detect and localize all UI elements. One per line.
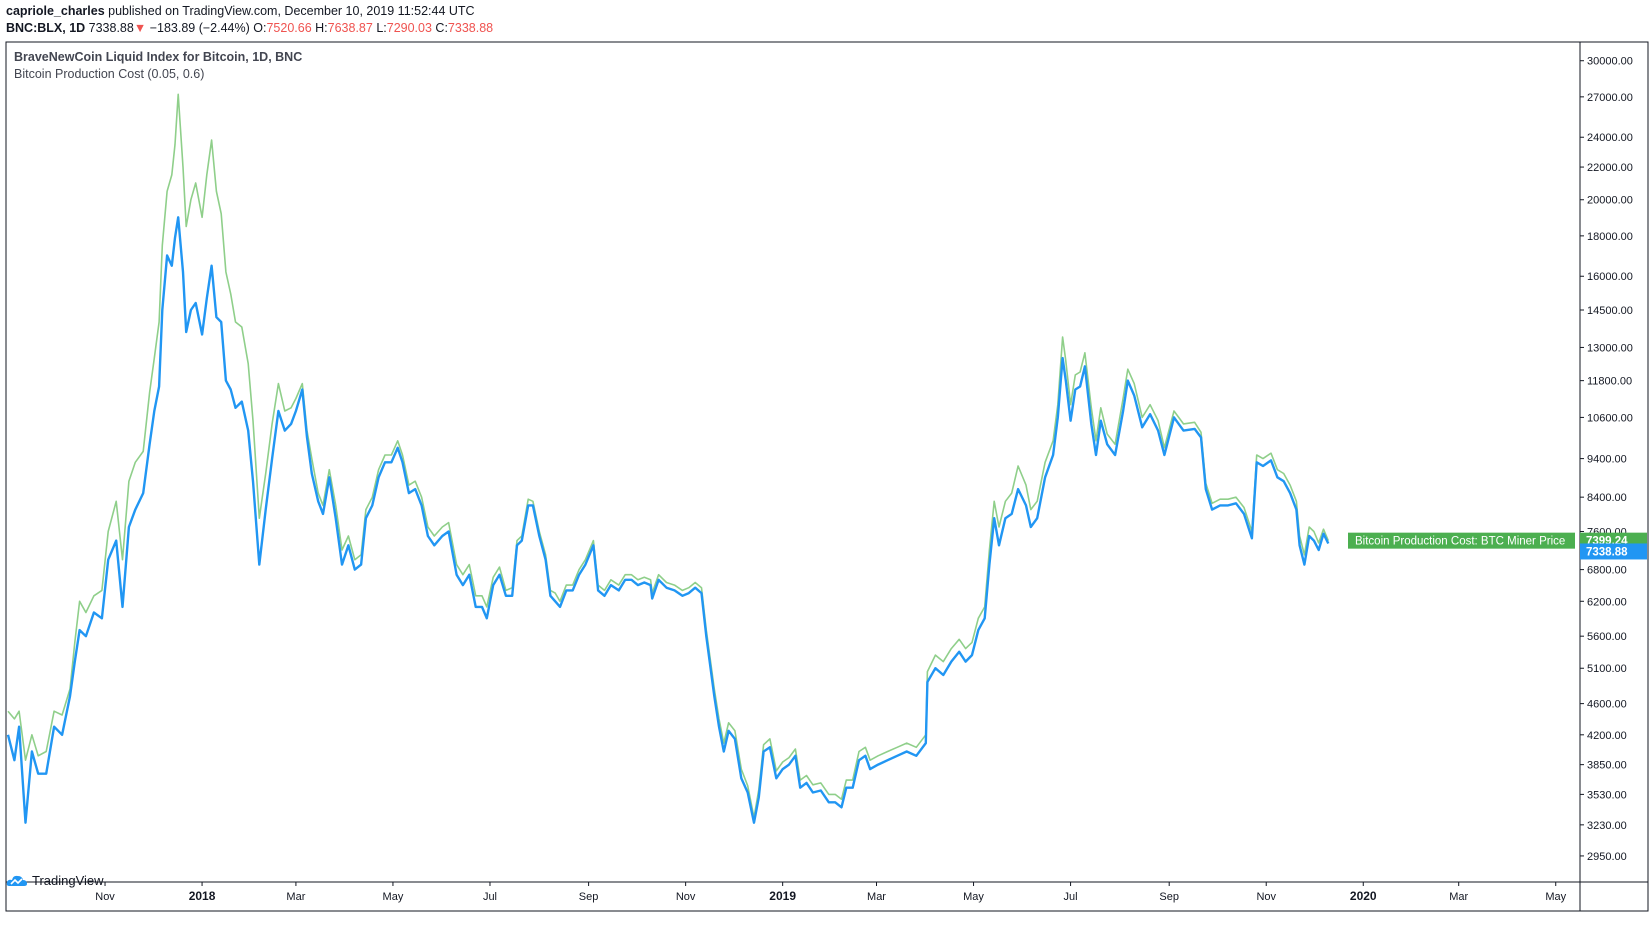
y-tick-label: 9400.00 xyxy=(1587,454,1627,466)
open-value: 7520.66 xyxy=(266,21,312,35)
x-tick-label: May xyxy=(1545,891,1566,903)
last-value-labels: Bitcoin Production Cost: BTC Miner Price… xyxy=(1348,532,1647,560)
high-label: H: xyxy=(315,21,328,35)
symbol-label: BNC:BLX, 1D xyxy=(6,21,86,35)
plot-area xyxy=(6,93,1330,824)
x-tick-label: Mar xyxy=(1449,891,1468,903)
y-tick-label: 6800.00 xyxy=(1587,565,1627,577)
x-tick-label: Nov xyxy=(676,891,696,903)
x-tick-label: Nov xyxy=(1256,891,1276,903)
tradingview-logo[interactable]: TradingView xyxy=(6,873,104,888)
y-tick-label: 3230.00 xyxy=(1587,820,1627,832)
y-tick-label: 30000.00 xyxy=(1587,56,1633,68)
y-tick-label: 27000.00 xyxy=(1587,92,1633,104)
open-label: O: xyxy=(253,21,267,35)
y-tick-label: 16000.00 xyxy=(1587,271,1633,283)
low-value: 7290.03 xyxy=(386,21,432,35)
production-cost-line xyxy=(7,93,1330,819)
y-tick-label: 3850.00 xyxy=(1587,760,1627,772)
close-label: C: xyxy=(435,21,448,35)
y-tick-label: 3530.00 xyxy=(1587,789,1627,801)
x-tick-label: Sep xyxy=(579,891,599,903)
ohlc-line: BNC:BLX, 1D 7338.88▼ −183.89 (−2.44%) O:… xyxy=(6,21,493,35)
x-tick-label: Jul xyxy=(1064,891,1078,903)
indicator-name-label: Bitcoin Production Cost: BTC Miner Price xyxy=(1355,536,1565,548)
y-tick-label: 2950.00 xyxy=(1587,851,1627,863)
y-tick-label: 20000.00 xyxy=(1587,195,1633,207)
y-tick-label: 13000.00 xyxy=(1587,342,1633,354)
cloud-icon xyxy=(6,875,27,886)
time-axis: Nov 2018 Mar May Jul Sep Nov 2019 Mar May Jul Sep No… xyxy=(95,882,1567,903)
down-arrow-icon: ▼ xyxy=(133,21,147,35)
x-tick-label: May xyxy=(963,891,984,903)
y-tick-label: 5600.00 xyxy=(1587,631,1627,643)
y-tick-label: 14500.00 xyxy=(1587,305,1633,317)
x-tick-label: 2020 xyxy=(1350,889,1377,903)
close-value: 7338.88 xyxy=(447,21,494,35)
x-tick-label: 2018 xyxy=(189,889,216,903)
y-tick-label: 4200.00 xyxy=(1587,730,1627,742)
high-value: 7638.87 xyxy=(327,21,373,35)
price-change: −183.89 (−2.44%) xyxy=(149,21,250,35)
price-axis: 30000.00 27000.00 24000.00 22000.00 20000.00… xyxy=(1580,56,1633,863)
low-label: L: xyxy=(376,21,387,35)
y-tick-label: 4600.00 xyxy=(1587,699,1627,711)
y-tick-label: 5100.00 xyxy=(1587,663,1627,675)
indicator-legend[interactable]: Bitcoin Production Cost (0.05, 0.6) xyxy=(14,67,205,81)
price-value-label: 7338.88 xyxy=(1586,546,1628,558)
y-tick-label: 24000.00 xyxy=(1587,132,1633,144)
price-line xyxy=(6,216,1330,824)
y-tick-label: 8400.00 xyxy=(1587,492,1627,504)
x-tick-label: May xyxy=(383,891,404,903)
chart-frame xyxy=(5,41,1649,912)
x-tick-label: 2019 xyxy=(769,889,796,903)
x-tick-label: Nov xyxy=(95,891,115,903)
price-value-tag xyxy=(1580,543,1647,560)
main-series-legend[interactable]: BraveNewCoin Liquid Index for Bitcoin, 1… xyxy=(14,50,303,64)
indicator-name-tag xyxy=(1348,532,1575,549)
publish-line: capriole_charles published on TradingVie… xyxy=(6,4,475,18)
x-tick-label: Sep xyxy=(1159,891,1179,903)
x-tick-label: Mar xyxy=(286,891,305,903)
y-tick-label: 18000.00 xyxy=(1587,231,1633,243)
y-tick-label: 22000.00 xyxy=(1587,162,1633,174)
x-tick-label: Jul xyxy=(483,891,497,903)
last-price: 7338.88 xyxy=(88,21,134,35)
y-tick-label: 6200.00 xyxy=(1587,596,1627,608)
publish-info: published on TradingView.com, December 1… xyxy=(104,4,475,18)
x-tick-label: Mar xyxy=(867,891,886,903)
y-tick-label: 10600.00 xyxy=(1587,412,1633,424)
brand-text: TradingView xyxy=(32,873,104,888)
y-tick-label: 11800.00 xyxy=(1587,376,1632,388)
author-name[interactable]: capriole_charles xyxy=(6,4,105,18)
